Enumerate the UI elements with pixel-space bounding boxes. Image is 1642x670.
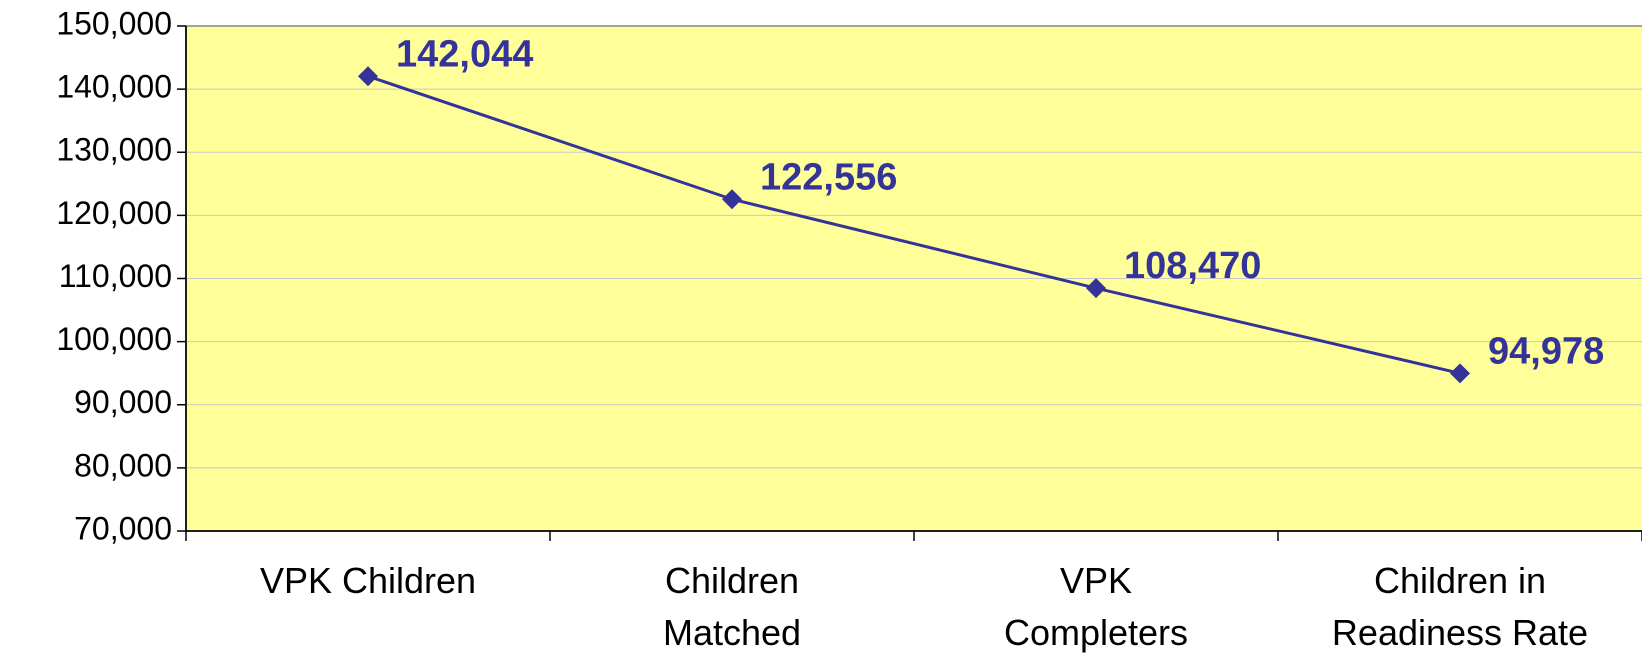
x-tick-label: Children in Readiness Rate — [1331, 560, 1589, 653]
y-tick-label: 80,000 — [74, 447, 172, 483]
y-tick-label: 70,000 — [74, 510, 172, 546]
x-tick-label: Children Matched — [662, 560, 802, 653]
data-point — [1450, 363, 1470, 384]
data-point — [358, 66, 378, 87]
x-tick-label: VPK Completers — [1003, 560, 1189, 653]
data-label: 142,044 — [396, 33, 533, 75]
y-tick-label: 130,000 — [56, 132, 172, 168]
y-tick-label: 140,000 — [56, 69, 172, 105]
y-tick-label: 110,000 — [59, 258, 172, 294]
y-tick-label: 90,000 — [74, 384, 172, 420]
data-line — [367, 74, 1461, 375]
y-tick-label: 100,000 — [56, 321, 172, 357]
data-point — [722, 189, 742, 210]
data-label: 122,556 — [760, 156, 897, 198]
x-tick-label: VPK Children — [259, 560, 477, 601]
y-tick-label: 120,000 — [56, 195, 172, 231]
data-label: 94,978 — [1488, 330, 1604, 372]
data-label: 108,470 — [1124, 245, 1261, 287]
data-point — [1086, 278, 1106, 299]
y-tick-label: 150,000 — [56, 5, 172, 41]
